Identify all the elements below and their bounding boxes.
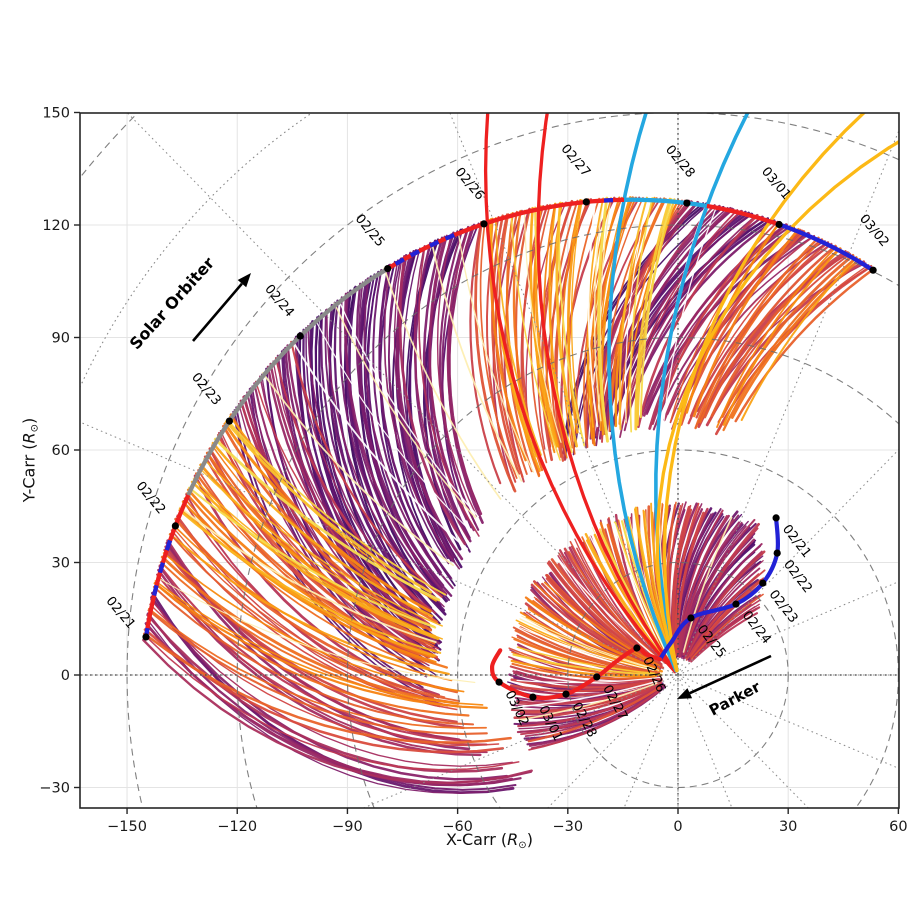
field-line [662,113,867,673]
solar-orbiter-arrow [192,273,251,342]
trajectory-date-dot [687,614,695,622]
x-tick-label: −150 [107,819,147,835]
trajectory-date-dot [869,266,877,274]
trajectory-date-dot [171,522,179,530]
field-line [607,113,678,673]
trajectory-date-dot [633,644,641,652]
highlighted-field-lines [483,113,899,674]
trajectory-date-dot [759,579,767,587]
x-tick-label: −90 [332,819,363,835]
y-tick-label: 90 [52,331,70,347]
y-tick-label: 60 [52,443,70,459]
x-tick-label: −60 [442,819,473,835]
trajectory-date-dot [384,265,392,273]
x-tick-label: 60 [889,819,907,835]
streamline-fan [142,196,876,794]
trajectory-date-dot [683,199,691,207]
trajectory-date-dot [732,600,740,608]
field-line [536,113,678,674]
y-axis-label: Y-Carr (R⊙) [19,417,41,503]
y-tick-label: 120 [42,218,70,234]
y-tick-label: −30 [39,781,70,797]
trajectory-date-dot [593,673,601,681]
trajectory-date-dot [529,693,537,701]
parker-arrow [677,654,772,699]
trajectory-date-dot [480,220,488,228]
trajectory-date-dot [582,198,590,206]
trajectory-date-dot [772,514,780,522]
trajectory-date-dot [775,220,783,229]
x-tick-label: −30 [553,819,584,835]
trajectory-date-dot [225,417,233,425]
trajectory-date-dot [142,633,150,641]
x-tick-label: 30 [779,819,797,835]
y-tick-label: 0 [61,668,70,684]
field-line [655,139,899,673]
trajectory-date-dot [296,332,304,340]
trajectory-date-dot [495,678,503,686]
field-line [483,113,677,674]
x-axis-ticks: −150 −120 −90 −60 −30 0 30 60 [107,808,908,835]
y-axis-ticks: −30 0 30 60 90 120 150 [39,106,80,797]
y-tick-label: 150 [42,106,70,122]
plot-frame [79,112,900,809]
x-tick-label: 0 [673,819,682,835]
x-axis-label: X-Carr (R⊙) [446,830,533,851]
trajectory-date-dot [562,690,570,698]
trajectory-date-dot [773,549,781,557]
y-tick-label: 30 [52,556,70,572]
x-tick-label: −120 [217,819,257,835]
